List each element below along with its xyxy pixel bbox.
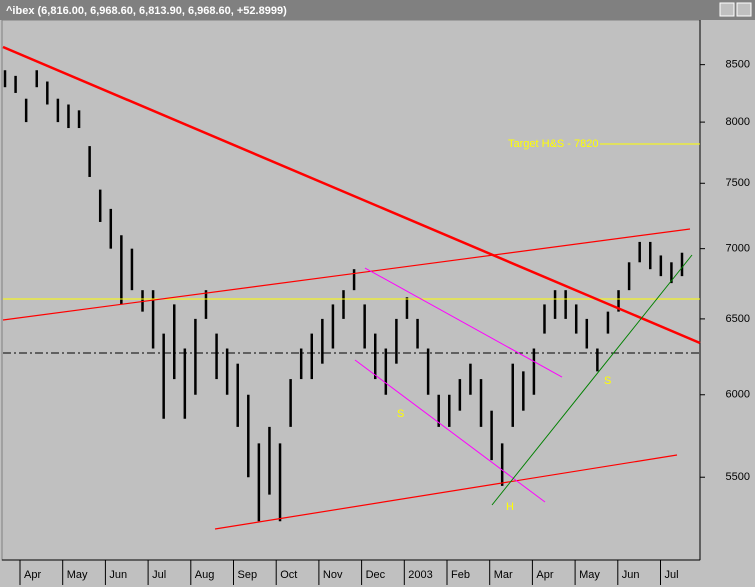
x-tick-label: Apr <box>24 569 41 581</box>
annotation: Target H&S - 7820 <box>508 138 599 150</box>
y-tick-label: 8500 <box>726 59 750 71</box>
y-tick-label: 5500 <box>726 471 750 483</box>
x-tick-label: Apr <box>536 569 553 581</box>
x-tick-label: Feb <box>451 569 470 581</box>
channel-upper <box>364 267 563 378</box>
x-tick-label: Jun <box>622 569 640 581</box>
support-line <box>491 254 693 506</box>
minimize-button[interactable] <box>719 2 735 17</box>
x-tick-label: 2003 <box>408 569 432 581</box>
y-tick-label: 7000 <box>726 243 750 255</box>
x-tick-label: Dec <box>366 569 386 581</box>
x-tick-label: Sep <box>238 569 258 581</box>
x-tick-label: Oct <box>280 569 297 581</box>
x-tick-label: Jul <box>152 569 166 581</box>
upper-channel <box>2 228 691 321</box>
y-tick-label: 6000 <box>726 389 750 401</box>
x-tick-label: May <box>67 569 88 581</box>
lower-channel <box>214 454 678 530</box>
x-tick-label: Mar <box>494 569 513 581</box>
trend-line <box>2 45 701 345</box>
chart-title: ^ibex (6,816.00, 6,968.60, 6,813.90, 6,9… <box>6 5 287 17</box>
x-tick-label: May <box>579 569 600 581</box>
x-tick-label: Jul <box>665 569 679 581</box>
plot-area <box>1 19 701 561</box>
annotation: S <box>604 375 611 387</box>
annotation: H <box>506 501 514 513</box>
maximize-button[interactable] <box>736 2 752 17</box>
annotation: S <box>397 408 404 420</box>
y-tick-label: 7500 <box>726 177 750 189</box>
x-tick-label: Nov <box>323 569 343 581</box>
title-bar <box>0 0 755 20</box>
y-tick-label: 8000 <box>726 116 750 128</box>
x-tick-label: Aug <box>195 569 215 581</box>
x-tick-label: Jun <box>109 569 127 581</box>
y-tick-label: 6500 <box>726 313 750 325</box>
